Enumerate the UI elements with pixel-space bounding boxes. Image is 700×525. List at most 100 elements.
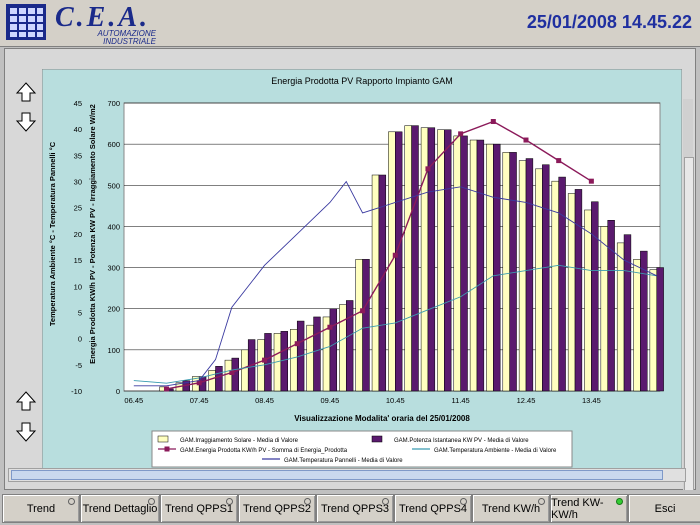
x-axis-label: Visualizzazione Modalita' oraria del 25/… (294, 414, 470, 423)
footer-button-trend-qpps1[interactable]: Trend QPPS1 (160, 494, 238, 523)
footer-button-trend-qpps3[interactable]: Trend QPPS3 (316, 494, 394, 523)
legend-label: GAM.Temperatura Ambiente - Media di Valo… (434, 448, 557, 454)
y-axis-right-label: Energia Prodotta KW/h PV - Potenza KW PV… (88, 104, 97, 364)
bar-irraggiamento (306, 324, 314, 392)
horizontal-scrollbar[interactable] (8, 468, 686, 482)
status-led-icon (382, 498, 389, 505)
energy-marker (588, 178, 594, 184)
bar-irraggiamento (535, 168, 543, 392)
legend-label: GAM.Irraggiamento Solare - Media di Valo… (180, 438, 299, 444)
energy-marker (229, 369, 235, 375)
bar-potenza (656, 267, 664, 392)
line-temperatura-pannelli (133, 180, 657, 387)
bar-potenza (280, 331, 288, 392)
y-left-tick-label: 35 (74, 151, 82, 160)
line-series (133, 119, 657, 392)
energy-marker (458, 131, 464, 137)
bar-series (159, 125, 664, 392)
legend-marker (164, 446, 170, 452)
status-led-icon (226, 498, 233, 505)
legend-label: GAM.Potenza Istantanea KW PV - Media di … (394, 438, 529, 444)
scroll-up-button-bottom[interactable] (15, 390, 37, 412)
y-left-tick-label: -10 (71, 387, 82, 396)
bar-irraggiamento (469, 139, 478, 392)
bar-potenza (476, 139, 485, 392)
y-right-tick-label: 100 (107, 346, 120, 355)
y-right-tick-label: 200 (107, 305, 120, 314)
bar-irraggiamento (616, 242, 625, 392)
y-left-tick-label: 30 (74, 178, 82, 187)
scroll-up-button-top[interactable] (15, 81, 37, 103)
energy-chart: Energia Prodotta PV Rapporto Impianto GA… (42, 69, 682, 469)
footer-button-trend-qpps4[interactable]: Trend QPPS4 (394, 494, 472, 523)
footer-button-label: Trend KW-KW/h (551, 496, 604, 521)
bar-irraggiamento (633, 259, 641, 392)
bar-irraggiamento (600, 226, 608, 392)
chart-title: Energia Prodotta PV Rapporto Impianto GA… (271, 76, 453, 86)
footer-button-esci[interactable]: Esci (628, 494, 700, 523)
footer-button-trend-qpps2[interactable]: Trend QPPS2 (238, 494, 316, 523)
bar-potenza (525, 158, 534, 392)
chart-legend: GAM.Irraggiamento Solare - Media di Valo… (151, 430, 573, 468)
y-left-tick-label: 5 (78, 308, 82, 317)
y-left-tick-label: 40 (74, 125, 82, 134)
bar-irraggiamento (371, 174, 380, 392)
status-led-icon (460, 498, 467, 505)
energy-marker (523, 137, 529, 143)
footer-button-trend-dettaglio[interactable]: Trend Dettaglio (80, 494, 160, 523)
bar-potenza (329, 308, 338, 392)
x-tick-label: 08.45 (255, 396, 274, 405)
scroll-down-button-bottom[interactable] (15, 421, 37, 443)
vertical-scrollbar[interactable] (683, 99, 694, 519)
y-left-tick-label: -5 (75, 361, 82, 370)
horizontal-scroll-thumb[interactable] (11, 470, 663, 480)
bar-potenza (574, 189, 583, 392)
legend-label: GAM.Energia Prodotta KW/h PV - Somma di … (180, 448, 348, 454)
bar-potenza (558, 176, 566, 392)
bar-irraggiamento (453, 135, 461, 392)
x-tick-label: 07.45 (190, 396, 209, 405)
arrow-up-icon (15, 82, 37, 102)
x-tick-label: 10.45 (386, 396, 405, 405)
footer-button-trend-kw-h[interactable]: Trend KW/h (472, 494, 550, 523)
bar-potenza (444, 129, 452, 392)
bar-potenza (460, 135, 468, 392)
bar-potenza (591, 201, 599, 392)
footer-button-label: Trend QPPS3 (320, 502, 390, 515)
status-led-icon (538, 498, 545, 505)
energy-marker (360, 308, 366, 314)
x-tick-label: 11.45 (452, 396, 470, 405)
bar-irraggiamento (404, 125, 412, 392)
bar-potenza (362, 259, 370, 392)
bar-potenza (313, 316, 321, 392)
y-left-tick-label: 20 (74, 230, 82, 239)
footer-button-label: Trend Dettaglio (82, 502, 158, 515)
logo-subtitle-line1: AUTOMAZIONE (97, 29, 156, 38)
y-right-tick-label: 700 (107, 99, 120, 108)
energy-marker (262, 357, 268, 363)
bar-potenza (345, 300, 354, 392)
bar-potenza (607, 220, 615, 392)
footer-button-trend-kw-kw-h[interactable]: Trend KW-KW/h (550, 494, 628, 523)
x-tick-label: 12.45 (517, 396, 536, 405)
y-right-tick-label: 300 (107, 264, 120, 273)
footer-button-label: Trend QPPS2 (242, 502, 312, 515)
legend-swatch (371, 435, 383, 443)
energy-marker (392, 252, 398, 258)
header-bar: C.E.A. AUTOMAZIONE INDUSTRIALE 25/01/200… (0, 0, 700, 47)
bar-irraggiamento (486, 143, 494, 392)
energy-marker (196, 380, 202, 386)
vertical-scroll-thumb[interactable] (684, 157, 694, 504)
x-axis-ticks: 06.45 07.45 08.45 09.45 10.45 11.45 12.45 13.45 (124, 396, 600, 405)
footer-bar: Trend Trend Dettaglio Trend QPPS1 Trend QPP… (0, 490, 700, 525)
x-tick-label: 06.45 (124, 396, 143, 405)
bar-potenza (640, 250, 648, 392)
bar-irraggiamento (355, 259, 363, 392)
datetime-display: 25/01/2008 14.45.22 (526, 12, 692, 32)
bar-potenza (623, 234, 632, 392)
bar-irraggiamento (437, 129, 445, 392)
footer-button-trend[interactable]: Trend (2, 494, 80, 523)
y-left-tick-label: 0 (78, 335, 82, 344)
scroll-down-button-top[interactable] (15, 111, 37, 133)
footer-button-label: Trend KW/h (481, 502, 541, 515)
